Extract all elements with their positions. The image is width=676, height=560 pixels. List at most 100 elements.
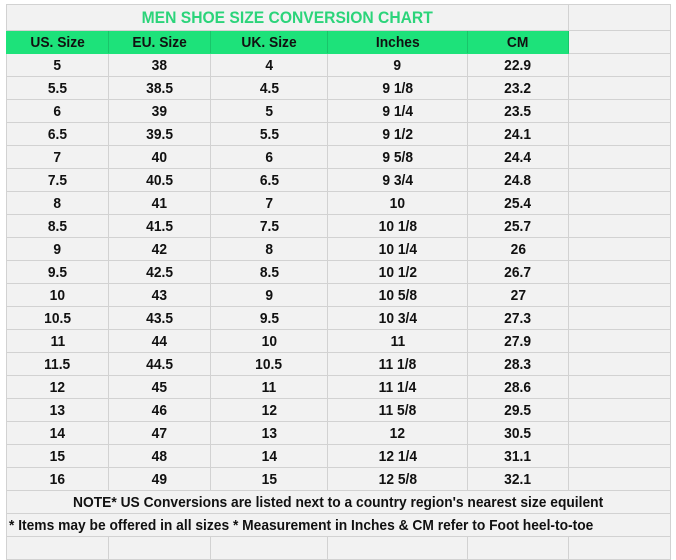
table-cell[interactable]: 48 [108, 444, 211, 468]
table-cell[interactable]: 11 [327, 329, 468, 353]
column-header[interactable]: US. Size [6, 30, 109, 54]
table-cell[interactable]: 5.5 [210, 122, 328, 146]
empty-cell[interactable] [467, 536, 569, 560]
table-cell[interactable]: 14 [210, 444, 328, 468]
table-cell[interactable]: 9 3/4 [327, 168, 468, 192]
empty-cell[interactable] [568, 329, 671, 353]
empty-cell[interactable] [568, 76, 671, 100]
table-cell[interactable]: 38.5 [108, 76, 211, 100]
table-cell[interactable]: 6.5 [6, 122, 109, 146]
table-cell[interactable]: 12 [6, 375, 109, 399]
table-cell[interactable]: 10 5/8 [327, 283, 468, 307]
empty-cell[interactable] [568, 352, 671, 376]
empty-cell[interactable] [6, 536, 109, 560]
table-cell[interactable]: 24.8 [467, 168, 569, 192]
table-cell[interactable]: 5.5 [6, 76, 109, 100]
empty-cell[interactable] [568, 467, 671, 491]
table-cell[interactable]: 8.5 [210, 260, 328, 284]
empty-cell[interactable] [568, 283, 671, 307]
table-cell[interactable]: 7 [210, 191, 328, 215]
table-cell[interactable]: 6 [210, 145, 328, 169]
table-cell[interactable]: 10 1/4 [327, 237, 468, 261]
table-cell[interactable]: 13 [210, 421, 328, 445]
table-cell[interactable]: 44.5 [108, 352, 211, 376]
table-cell[interactable]: 27.3 [467, 306, 569, 330]
table-cell[interactable]: 11 [6, 329, 109, 353]
note-cell[interactable]: * Items may be offered in all sizes * Me… [6, 513, 671, 537]
empty-cell[interactable] [210, 536, 328, 560]
table-cell[interactable]: 10.5 [6, 306, 109, 330]
table-cell[interactable]: 12 [327, 421, 468, 445]
table-cell[interactable]: 12 [210, 398, 328, 422]
table-cell[interactable]: 9 5/8 [327, 145, 468, 169]
table-cell[interactable]: 24.4 [467, 145, 569, 169]
table-cell[interactable]: 12 1/4 [327, 444, 468, 468]
table-cell[interactable]: 5 [6, 53, 109, 77]
table-cell[interactable]: 43.5 [108, 306, 211, 330]
table-cell[interactable]: 43 [108, 283, 211, 307]
table-cell[interactable]: 8 [210, 237, 328, 261]
table-cell[interactable]: 9 [327, 53, 468, 77]
empty-cell[interactable] [568, 53, 671, 77]
table-cell[interactable]: 6.5 [210, 168, 328, 192]
table-cell[interactable]: 12 5/8 [327, 467, 468, 491]
table-cell[interactable]: 9 [210, 283, 328, 307]
table-cell[interactable]: 41.5 [108, 214, 211, 238]
table-cell[interactable]: 9 1/2 [327, 122, 468, 146]
table-cell[interactable]: 46 [108, 398, 211, 422]
empty-cell[interactable] [568, 4, 671, 31]
table-cell[interactable]: 4 [210, 53, 328, 77]
empty-cell[interactable] [568, 122, 671, 146]
table-cell[interactable]: 7.5 [210, 214, 328, 238]
table-cell[interactable]: 23.5 [467, 99, 569, 123]
table-cell[interactable]: 26 [467, 237, 569, 261]
table-cell[interactable]: 9.5 [6, 260, 109, 284]
empty-cell[interactable] [568, 421, 671, 445]
table-cell[interactable]: 29.5 [467, 398, 569, 422]
table-cell[interactable]: 22.9 [467, 53, 569, 77]
empty-cell[interactable] [568, 375, 671, 399]
table-cell[interactable]: 10 [327, 191, 468, 215]
table-cell[interactable]: 13 [6, 398, 109, 422]
empty-cell[interactable] [568, 398, 671, 422]
table-cell[interactable]: 11 [210, 375, 328, 399]
table-cell[interactable]: 7.5 [6, 168, 109, 192]
table-cell[interactable]: 10 [6, 283, 109, 307]
empty-cell[interactable] [568, 145, 671, 169]
column-header[interactable]: CM [467, 30, 569, 54]
table-cell[interactable]: 40.5 [108, 168, 211, 192]
table-cell[interactable]: 41 [108, 191, 211, 215]
column-header[interactable]: Inches [327, 30, 468, 54]
table-cell[interactable]: 10 1/8 [327, 214, 468, 238]
table-cell[interactable]: 6 [6, 99, 109, 123]
table-cell[interactable]: 16 [6, 467, 109, 491]
table-cell[interactable]: 10 3/4 [327, 306, 468, 330]
table-cell[interactable]: 30.5 [467, 421, 569, 445]
table-cell[interactable]: 24.1 [467, 122, 569, 146]
table-cell[interactable]: 11 1/4 [327, 375, 468, 399]
table-cell[interactable]: 39.5 [108, 122, 211, 146]
table-cell[interactable]: 45 [108, 375, 211, 399]
table-cell[interactable]: 40 [108, 145, 211, 169]
table-cell[interactable]: 10 [210, 329, 328, 353]
table-cell[interactable]: 28.6 [467, 375, 569, 399]
table-cell[interactable]: 31.1 [467, 444, 569, 468]
table-cell[interactable]: 11.5 [6, 352, 109, 376]
table-cell[interactable]: 26.7 [467, 260, 569, 284]
chart-title-cell[interactable]: MEN SHOE SIZE CONVERSION CHART [6, 4, 569, 31]
table-cell[interactable]: 39 [108, 99, 211, 123]
empty-cell[interactable] [568, 214, 671, 238]
empty-cell[interactable] [568, 30, 671, 54]
table-cell[interactable]: 32.1 [467, 467, 569, 491]
table-cell[interactable]: 10.5 [210, 352, 328, 376]
table-cell[interactable]: 10 1/2 [327, 260, 468, 284]
table-cell[interactable]: 23.2 [467, 76, 569, 100]
table-cell[interactable]: 9.5 [210, 306, 328, 330]
table-cell[interactable]: 9 1/4 [327, 99, 468, 123]
table-cell[interactable]: 4.5 [210, 76, 328, 100]
table-cell[interactable]: 44 [108, 329, 211, 353]
table-cell[interactable]: 25.7 [467, 214, 569, 238]
table-cell[interactable]: 9 1/8 [327, 76, 468, 100]
table-cell[interactable]: 8.5 [6, 214, 109, 238]
table-cell[interactable]: 14 [6, 421, 109, 445]
